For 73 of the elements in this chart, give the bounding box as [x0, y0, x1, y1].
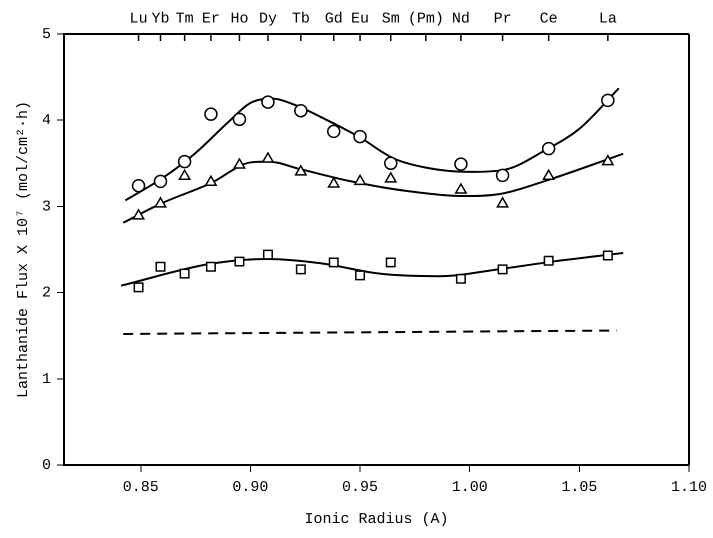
x-tick-label: 0.85: [122, 478, 159, 496]
x-tick-label: 0.95: [342, 478, 378, 496]
annotation: Er: [202, 10, 220, 28]
annotation: Pr: [494, 10, 512, 28]
point: [132, 178, 146, 192]
point: [294, 165, 307, 176]
point: [294, 104, 308, 118]
point: [454, 183, 467, 194]
point: [496, 197, 509, 208]
x-tick-label: 1.00: [452, 478, 488, 496]
point: [156, 262, 166, 272]
annotation: Ho: [230, 10, 248, 28]
annotation: Eu: [351, 10, 370, 28]
point: [178, 154, 192, 168]
point: [354, 174, 366, 186]
x-tick-label: 1.10: [670, 478, 708, 496]
y-axis-title: Lanthanide Flux X 10⁷ (mol/cm²·h): [14, 100, 32, 398]
point: [262, 152, 274, 163]
y-tick-label: 3: [42, 198, 51, 216]
annotation: Nd: [452, 10, 470, 28]
line-series: [124, 87, 620, 202]
point: [132, 209, 145, 220]
point: [232, 112, 246, 126]
annotation: La: [598, 10, 617, 28]
line-series: [122, 152, 624, 224]
x-tick-label: 1.05: [561, 478, 598, 496]
annotation: Dy: [258, 10, 277, 28]
point: [261, 95, 275, 109]
point: [496, 168, 510, 182]
annotation: Tm: [176, 10, 194, 28]
point: [328, 257, 339, 268]
point: [134, 282, 144, 292]
point: [602, 154, 614, 166]
point: [328, 177, 340, 188]
point: [602, 250, 613, 261]
point: [326, 124, 340, 138]
y-tick-label: 4: [42, 112, 51, 130]
point: [180, 268, 190, 279]
point: [542, 169, 555, 180]
annotation: Tb: [292, 10, 310, 28]
point: [456, 274, 466, 284]
point: [262, 250, 273, 260]
point: [355, 270, 366, 280]
annotation: Yb: [151, 10, 170, 28]
point: [384, 172, 397, 183]
point: [542, 142, 556, 156]
point: [386, 257, 396, 268]
point: [454, 157, 468, 171]
annotation: Sm: [382, 10, 400, 28]
point: [353, 130, 367, 144]
x-axis-title: Ionic Radius (A): [304, 510, 449, 528]
annotation: Lu: [130, 10, 148, 28]
point: [154, 197, 166, 208]
point: [204, 107, 218, 121]
point: [154, 174, 168, 188]
point: [384, 156, 398, 170]
y-tick-label: 2: [42, 284, 51, 302]
point: [296, 264, 306, 274]
point: [204, 176, 217, 186]
point: [206, 262, 216, 272]
annotation: (Pm): [408, 10, 444, 28]
point: [498, 264, 508, 274]
x-tick-label: 0.90: [232, 478, 268, 496]
point: [544, 256, 554, 266]
point: [601, 94, 615, 108]
y-tick-label: 0: [42, 456, 51, 474]
y-tick-label: 5: [42, 26, 51, 43]
point: [234, 256, 244, 267]
y-tick-label: 1: [42, 370, 51, 388]
annotation: Gd: [324, 10, 343, 28]
point: [178, 169, 191, 180]
point: [233, 158, 246, 169]
annotation: Ce: [540, 10, 558, 28]
